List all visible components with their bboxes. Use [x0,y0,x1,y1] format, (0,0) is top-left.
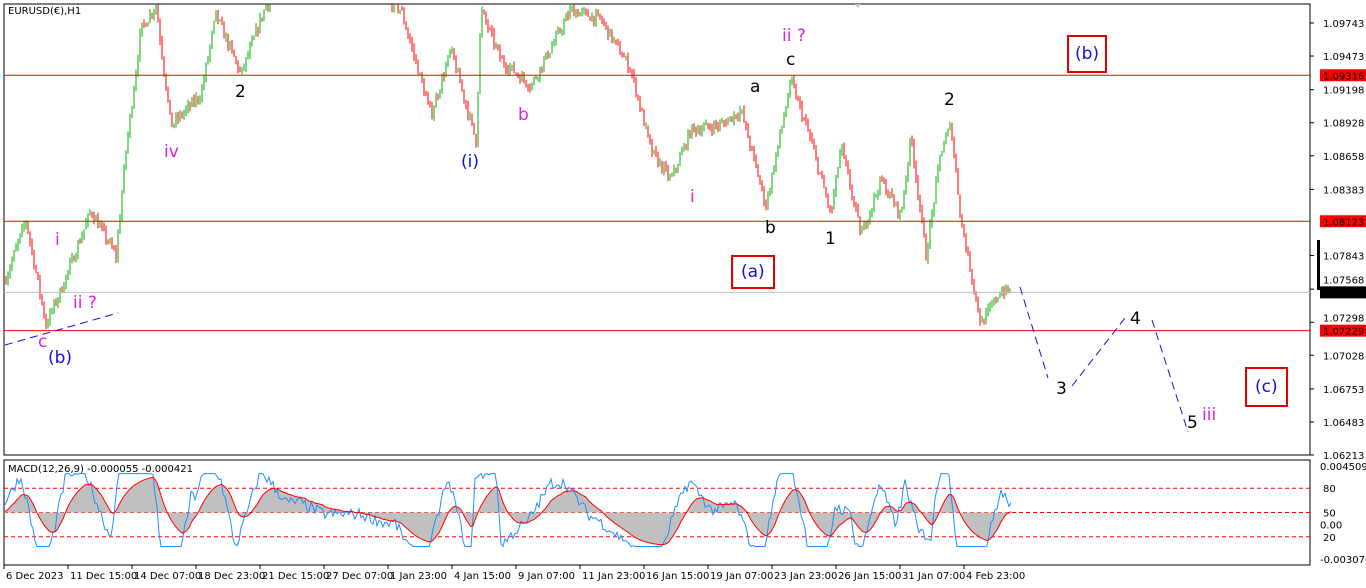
x-tick-label: 26 Jan 15:00 [838,571,901,582]
wave-label-boxed: (a) [731,255,775,289]
chart-title: EURUSD(€),H1 [8,6,82,17]
wave-label: ii ? [73,293,97,313]
macd-axis-label: 0.004509 [1320,462,1366,473]
price-pane [3,3,1311,456]
current-price-label: 1.07542 [1323,288,1364,299]
x-tick-label: 23 Jan 23:00 [774,571,837,582]
y-tick-label: 1.06753 [1323,385,1364,396]
x-tick-label: 16 Jan 15:00 [646,571,709,582]
macd-label: MACD(12,26,9) -0.000055 -0.000421 [8,464,193,475]
x-tick-label: 9 Jan 07:00 [518,571,575,582]
wave-label: 2 [944,90,955,110]
wave-label-boxed: (c) [1245,367,1288,407]
y-tick-label: 1.08928 [1323,119,1364,130]
level-price-label: 1.09316 [1323,71,1364,82]
x-tick-label: 4 Jan 15:00 [454,571,511,582]
y-tick-label: 1.06483 [1323,418,1364,429]
macd-main-line [4,472,1012,548]
macd-axis-label: 0.00 [1320,521,1342,532]
y-tick-label: 1.07568 [1323,275,1364,286]
wave-label: iii [1202,405,1217,425]
x-tick-label: 31 Jan 07:00 [902,571,965,582]
wave-label: i [55,230,60,250]
macd-signal-line [4,476,1012,546]
wave-projection-line [4,312,119,346]
macd-level-label: 20 [1323,533,1336,544]
wave-label: 3 [1056,379,1067,399]
y-tick-label: 1.09743 [1323,19,1364,30]
level-price-tag [1320,69,1366,82]
x-tick-label: 27 Dec 07:00 [326,571,393,582]
level-price-tag [1320,324,1366,337]
scroll-marker [1317,240,1320,290]
x-tick-label: 6 Dec 2023 [6,571,64,582]
y-tick-label: 1.08383 [1323,185,1364,196]
wave-label: 1 [825,229,836,249]
wave-label: i [690,187,695,207]
wave-label: c [786,50,796,70]
wave-label-boxed: (b) [1067,35,1108,73]
y-tick-label: 1.09473 [1323,52,1364,63]
level-price-label: 1.08123 [1323,217,1364,228]
wave-label: (i) [461,152,479,172]
x-tick-label: 21 Dec 15:00 [262,571,329,582]
wave-projection-line [1019,286,1049,379]
macd-level-label: 80 [1323,484,1336,495]
wave-label: iv [164,142,179,162]
wave-label: a [750,77,761,97]
wave-label: 2 [235,82,246,102]
y-tick-label: 1.07298 [1323,314,1364,325]
macd-level-label: 50 [1323,509,1336,520]
level-price-tag [1320,215,1366,228]
wave-projection-line [1151,319,1189,433]
current-price-tag [1320,286,1366,299]
wave-projection-line [1071,317,1126,387]
candles [5,4,1011,330]
x-tick-label: 4 Feb 23:00 [966,571,1025,582]
wave-label: b [765,218,776,238]
y-tick-label: 1.06213 [1323,451,1364,462]
x-tick-label: 11 Jan 23:00 [582,571,645,582]
y-tick-label: 1.07843 [1323,252,1364,263]
wave-label: 5 [1187,413,1198,433]
x-tick-label: 19 Jan 07:00 [710,571,773,582]
wave-label: ii ? [782,26,806,46]
x-tick-label: 14 Dec 07:00 [134,571,201,582]
level-price-label: 1.07229 [1323,327,1364,338]
x-tick-label: 1 Jan 23:00 [390,571,447,582]
wave-label: (b) [48,348,73,368]
y-tick-label: 1.08658 [1323,152,1364,163]
y-tick-label: 1.07028 [1323,351,1364,362]
wave-label: 4 [1130,309,1141,329]
y-tick-label: 1.09198 [1323,86,1364,97]
x-tick-label: 11 Dec 15:00 [70,571,137,582]
wave-label: b [518,105,529,125]
shift-marker [855,4,861,8]
x-tick-label: 18 Dec 23:00 [198,571,265,582]
wave-label: c [38,332,48,352]
